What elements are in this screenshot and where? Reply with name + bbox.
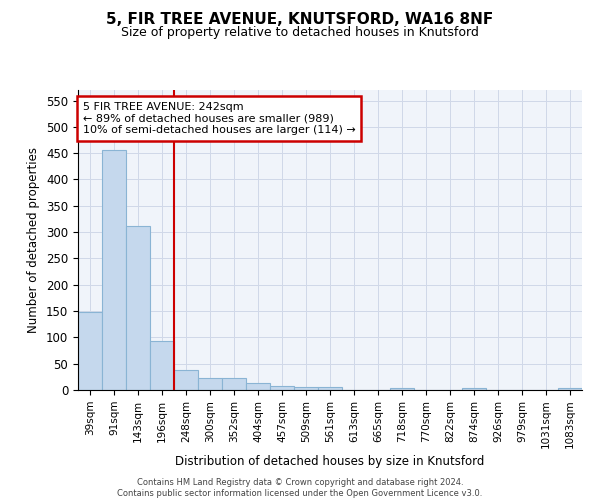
Bar bbox=[294, 387, 318, 390]
Text: Contains HM Land Registry data © Crown copyright and database right 2024.
Contai: Contains HM Land Registry data © Crown c… bbox=[118, 478, 482, 498]
Bar bbox=[246, 383, 270, 390]
Text: Size of property relative to detached houses in Knutsford: Size of property relative to detached ho… bbox=[121, 26, 479, 39]
Bar bbox=[318, 388, 342, 390]
Bar bbox=[462, 388, 486, 390]
Bar bbox=[78, 312, 102, 390]
Bar bbox=[558, 388, 582, 390]
Y-axis label: Number of detached properties: Number of detached properties bbox=[28, 147, 40, 333]
Bar bbox=[270, 386, 294, 390]
Bar bbox=[174, 370, 198, 390]
Bar bbox=[126, 226, 150, 390]
Text: 5 FIR TREE AVENUE: 242sqm
← 89% of detached houses are smaller (989)
10% of semi: 5 FIR TREE AVENUE: 242sqm ← 89% of detac… bbox=[83, 102, 356, 135]
X-axis label: Distribution of detached houses by size in Knutsford: Distribution of detached houses by size … bbox=[175, 456, 485, 468]
Bar bbox=[102, 150, 126, 390]
Bar bbox=[390, 388, 414, 390]
Bar bbox=[150, 341, 174, 390]
Bar bbox=[198, 378, 222, 390]
Text: 5, FIR TREE AVENUE, KNUTSFORD, WA16 8NF: 5, FIR TREE AVENUE, KNUTSFORD, WA16 8NF bbox=[106, 12, 494, 28]
Bar bbox=[222, 378, 246, 390]
